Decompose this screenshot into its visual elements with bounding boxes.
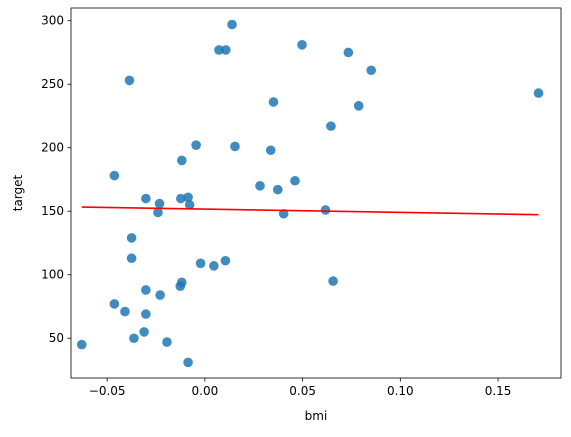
y-tick-label: 300 — [41, 14, 64, 28]
data-point — [220, 255, 231, 266]
y-tick-label: 100 — [41, 268, 64, 282]
data-point — [109, 299, 120, 309]
data-point — [265, 145, 276, 156]
data-point — [272, 184, 283, 195]
data-point — [353, 101, 364, 111]
data-point — [320, 205, 331, 215]
axes-frame — [70, 7, 562, 379]
data-point — [183, 192, 193, 203]
data-point — [278, 208, 289, 219]
x-tick-label: 0.10 — [387, 384, 414, 398]
y-tick-label: 250 — [41, 77, 64, 91]
data-point — [109, 170, 120, 181]
regression-line-layer — [81, 206, 539, 216]
data-point — [366, 65, 377, 76]
data-point — [533, 88, 544, 98]
data-point — [221, 45, 231, 55]
points-layer — [76, 19, 544, 368]
data-point — [195, 258, 206, 269]
data-point — [139, 327, 149, 337]
regression-line — [81, 206, 539, 216]
data-point — [191, 140, 201, 150]
y-axis-label: target — [11, 174, 25, 211]
data-point — [290, 175, 300, 186]
x-tick-label: 0.15 — [485, 384, 512, 398]
data-point — [153, 207, 163, 218]
data-point — [176, 193, 186, 204]
data-point — [268, 97, 279, 107]
data-point — [162, 337, 172, 347]
data-point — [126, 253, 137, 264]
data-point — [183, 357, 193, 368]
data-point — [209, 261, 219, 271]
data-point — [297, 40, 307, 50]
y-axis-ticks: 50 100 150 200 250 300 — [41, 14, 71, 345]
data-point — [177, 155, 187, 166]
y-tick-label: 50 — [49, 331, 64, 345]
data-point — [227, 19, 237, 30]
data-point — [155, 290, 165, 300]
y-tick-label: 150 — [41, 204, 64, 218]
x-tick-label: 0.05 — [289, 384, 316, 398]
data-point — [120, 306, 130, 317]
data-point — [230, 141, 240, 152]
y-tick-label: 200 — [41, 141, 64, 155]
data-point — [141, 309, 151, 319]
data-point — [141, 285, 151, 295]
data-point — [255, 181, 265, 191]
data-point — [184, 200, 195, 210]
data-point — [129, 333, 139, 344]
x-axis-ticks: −0.05 0.00 0.05 0.10 0.15 — [89, 378, 512, 398]
data-point — [326, 121, 336, 131]
data-point — [154, 198, 165, 209]
data-point — [214, 45, 224, 55]
data-point — [328, 276, 338, 286]
data-point — [124, 75, 135, 86]
x-tick-label: −0.05 — [89, 384, 126, 398]
data-point — [175, 281, 186, 291]
x-axis-label: bmi — [305, 409, 328, 423]
data-point — [343, 47, 354, 58]
data-point — [76, 339, 87, 350]
data-point — [126, 233, 137, 243]
data-point — [141, 193, 151, 204]
x-tick-label: 0.00 — [192, 384, 219, 398]
